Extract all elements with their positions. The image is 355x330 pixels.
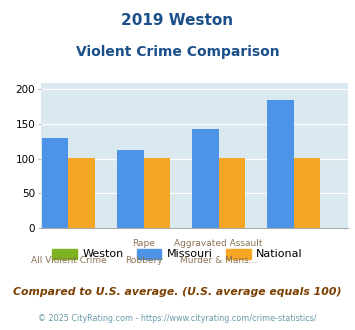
Bar	[117, 150, 143, 228]
Bar	[69, 158, 95, 228]
Text: Compared to U.S. average. (U.S. average equals 100): Compared to U.S. average. (U.S. average …	[13, 287, 342, 297]
Text: 2019 Weston: 2019 Weston	[121, 13, 234, 28]
Bar	[143, 158, 170, 228]
Text: Violent Crime Comparison: Violent Crime Comparison	[76, 45, 279, 58]
Text: Murder & Mans...: Murder & Mans...	[180, 256, 257, 265]
Bar	[42, 138, 69, 228]
Bar	[192, 129, 219, 228]
Bar	[219, 158, 245, 228]
Bar	[267, 100, 294, 228]
Legend: Weston, Missouri, National: Weston, Missouri, National	[48, 244, 307, 264]
Text: Robbery: Robbery	[125, 256, 162, 265]
Bar	[294, 158, 320, 228]
Text: Aggravated Assault: Aggravated Assault	[174, 239, 263, 248]
Text: Rape: Rape	[132, 239, 155, 248]
Text: All Violent Crime: All Violent Crime	[31, 256, 106, 265]
Text: © 2025 CityRating.com - https://www.cityrating.com/crime-statistics/: © 2025 CityRating.com - https://www.city…	[38, 314, 317, 323]
